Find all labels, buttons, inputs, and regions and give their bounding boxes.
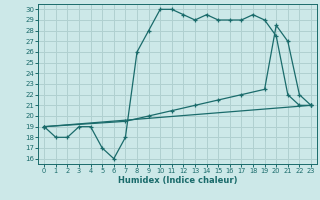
X-axis label: Humidex (Indice chaleur): Humidex (Indice chaleur): [118, 176, 237, 185]
